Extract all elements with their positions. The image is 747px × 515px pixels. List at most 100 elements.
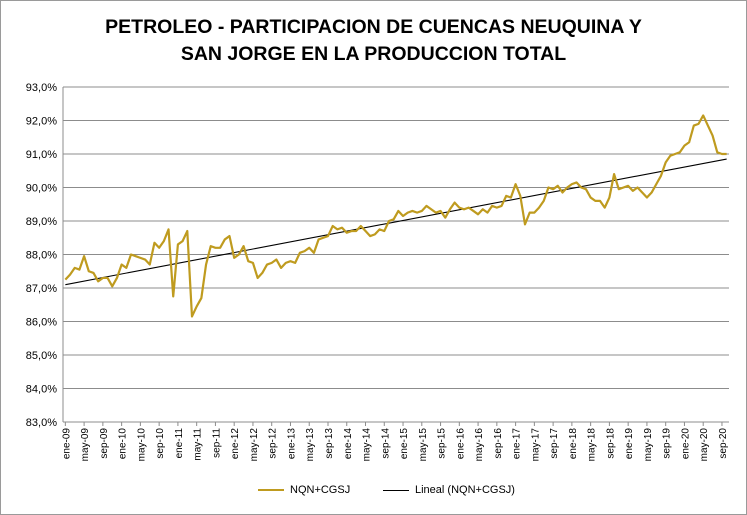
data-point (660, 175, 662, 177)
data-point (655, 183, 657, 185)
data-point (533, 212, 535, 214)
chart-title-line-2: SAN JORGE EN LA PRODUCCION TOTAL (180, 43, 567, 65)
data-point (411, 210, 413, 212)
legend-swatch-lineal (383, 489, 409, 491)
data-point (304, 250, 306, 252)
data-point (271, 262, 273, 264)
data-point (107, 277, 109, 279)
chart-legend: NQN+CGSJ Lineal (NQN+CGSJ) (0, 484, 747, 504)
y-tick-label: 91,0% (26, 149, 57, 161)
data-point (646, 197, 648, 199)
data-point (346, 232, 348, 234)
data-point (74, 267, 76, 269)
data-point (388, 220, 390, 222)
data-point (350, 230, 352, 232)
x-tick-label: may-13 (305, 428, 316, 462)
data-point (196, 305, 198, 307)
legend-item-nqn-cgsj: NQN+CGSJ (258, 484, 350, 496)
data-point (200, 297, 202, 299)
data-point (416, 212, 418, 214)
legend-swatch-nqn-cgsj (258, 489, 284, 491)
data-point (580, 187, 582, 189)
data-point (468, 207, 470, 209)
y-tick-label: 92,0% (26, 116, 57, 128)
data-point (496, 207, 498, 209)
data-point (425, 205, 427, 207)
data-point (78, 269, 80, 271)
data-point (149, 264, 151, 266)
x-tick-label: sep-13 (324, 428, 335, 459)
data-point (280, 267, 282, 269)
data-point (716, 151, 718, 153)
data-point (519, 195, 521, 197)
x-tick-label: ene-15 (399, 428, 410, 460)
data-point (102, 277, 104, 279)
x-tick-label: may-18 (587, 428, 598, 462)
data-point (444, 217, 446, 219)
data-point (210, 245, 212, 247)
legend-label-lineal: Lineal (NQN+CGSJ) (415, 484, 515, 496)
data-point (322, 237, 324, 239)
x-tick-label: may-11 (193, 428, 204, 461)
data-point (219, 247, 221, 249)
data-point (369, 235, 371, 237)
data-point (332, 225, 334, 227)
x-tick-label: ene-19 (624, 428, 635, 460)
data-point (430, 208, 432, 210)
data-point (299, 252, 301, 254)
data-point (599, 200, 601, 202)
data-point (641, 192, 643, 194)
y-tick-label: 88,0% (26, 250, 57, 262)
data-point (524, 223, 526, 225)
x-tick-label: sep-19 (662, 428, 673, 459)
data-point (205, 264, 207, 266)
data-point (327, 235, 329, 237)
data-point (214, 247, 216, 249)
data-point (186, 230, 188, 232)
x-tick-label: sep-09 (99, 428, 110, 459)
data-point (168, 228, 170, 230)
data-point (702, 114, 704, 116)
data-point (158, 247, 160, 249)
data-point (585, 188, 587, 190)
data-point (726, 153, 728, 155)
trendline-lineal (65, 158, 727, 286)
data-point (144, 259, 146, 261)
data-point (688, 141, 690, 143)
x-tick-label: ene-10 (118, 428, 129, 460)
y-tick-label: 84,0% (26, 384, 57, 396)
data-point (238, 254, 240, 256)
data-point (229, 235, 231, 237)
data-point (529, 212, 531, 214)
data-point (510, 197, 512, 199)
data-point (604, 207, 606, 209)
data-point (543, 200, 545, 202)
data-point (83, 255, 85, 257)
data-point (130, 254, 132, 256)
data-point (318, 238, 320, 240)
y-tick-label: 87,0% (26, 283, 57, 295)
data-point (674, 153, 676, 155)
x-tick-label: sep-14 (380, 428, 391, 459)
data-point (247, 260, 249, 262)
data-point (153, 242, 155, 244)
data-point (552, 188, 554, 190)
data-point (622, 187, 624, 189)
data-point (233, 257, 235, 259)
data-point (515, 183, 517, 185)
data-point (172, 295, 174, 297)
data-point (501, 205, 503, 207)
x-tick-label: may-09 (80, 428, 91, 462)
data-point (393, 218, 395, 220)
data-point (111, 285, 113, 287)
x-tick-label: sep-11 (211, 428, 222, 458)
data-point (698, 123, 700, 125)
data-point (651, 192, 653, 194)
data-point (92, 272, 94, 274)
data-point (294, 262, 296, 264)
data-point (285, 262, 287, 264)
data-point (355, 230, 357, 232)
data-point (562, 192, 564, 194)
data-point (125, 267, 127, 269)
legend-item-lineal: Lineal (NQN+CGSJ) (383, 484, 515, 496)
